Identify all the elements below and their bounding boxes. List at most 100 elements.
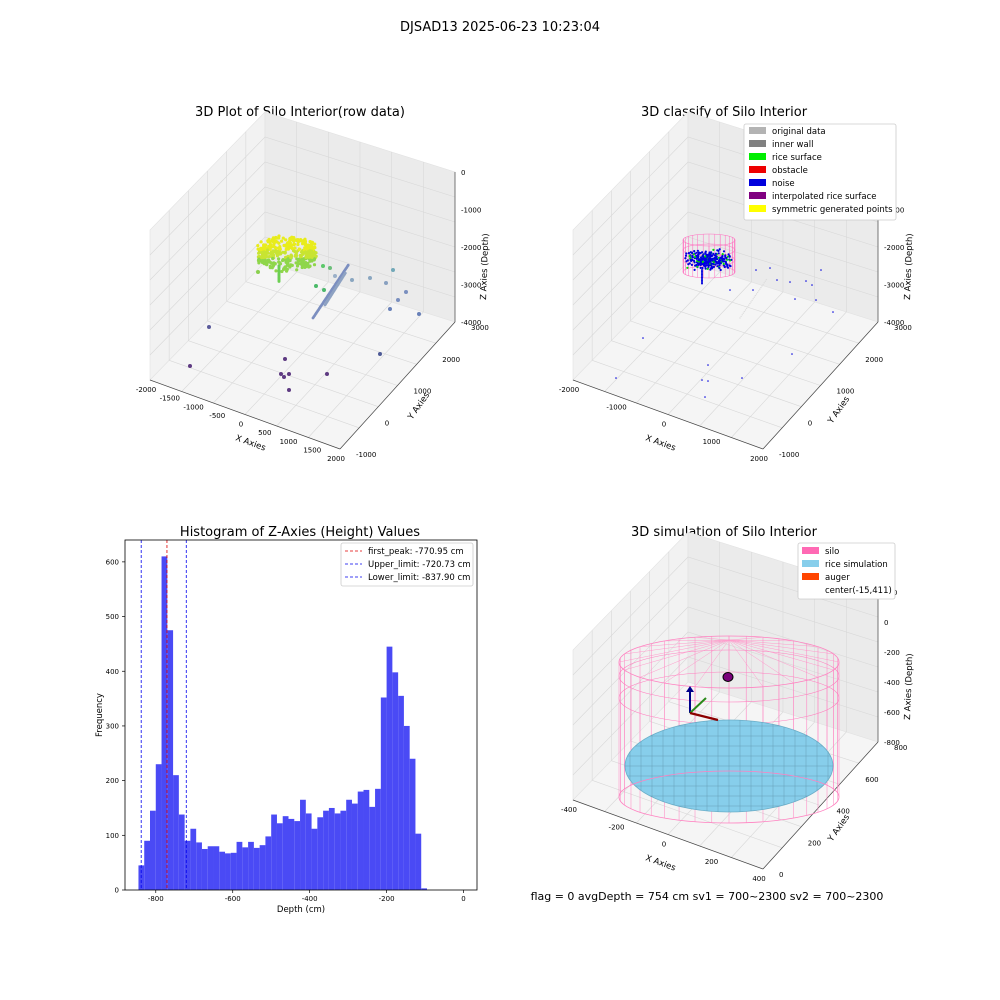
raw-point xyxy=(292,242,297,246)
classify-point xyxy=(743,310,746,313)
classify-point xyxy=(684,257,687,260)
classify-point xyxy=(714,256,718,259)
hist-bar xyxy=(207,846,214,890)
raw-point xyxy=(295,257,299,261)
hist-xtick-label: -600 xyxy=(225,895,241,903)
classify-point xyxy=(701,273,703,276)
classify-point xyxy=(692,259,696,262)
raw-point xyxy=(417,312,421,316)
raw-point xyxy=(277,234,281,238)
hist-ytick-label: 400 xyxy=(106,668,119,676)
hist-bar xyxy=(265,836,272,890)
hist-bar xyxy=(144,840,151,890)
classify-tick-label: 1000 xyxy=(837,388,855,396)
classify-point xyxy=(699,266,702,269)
sim-silo-roof-line xyxy=(728,639,794,642)
classify-point xyxy=(691,252,694,255)
classify-legend-swatch xyxy=(749,205,766,212)
raw-tick-label: -4000 xyxy=(461,319,481,327)
classify-legend-swatch xyxy=(749,192,766,199)
hist-bar xyxy=(415,833,422,890)
classify-point xyxy=(729,289,731,291)
hist-bar xyxy=(155,764,162,890)
figure-suptitle: DJSAD13 2025-06-23 10:23:04 xyxy=(400,20,600,35)
classify-point xyxy=(811,284,813,286)
raw-point xyxy=(289,237,293,241)
panel-classify-3d: 3D classify of Silo Interior -2000 -1000 0… xyxy=(559,105,915,463)
classify-point xyxy=(615,377,617,379)
raw-point xyxy=(267,255,271,259)
raw-point xyxy=(289,244,294,248)
classify-point xyxy=(712,261,715,264)
classify-point xyxy=(701,275,703,277)
sim-grid-line xyxy=(572,581,879,701)
hist-bar xyxy=(421,888,427,890)
classify-point xyxy=(713,257,716,260)
raw-point xyxy=(278,245,282,249)
classify-legend-label: rice surface xyxy=(772,153,822,163)
hist-bar xyxy=(248,841,254,890)
classify-tick-label: -2000 xyxy=(884,244,904,252)
classify-point xyxy=(701,254,704,258)
classify-point xyxy=(726,265,729,268)
raw-point xyxy=(404,290,408,294)
classify-legend-swatch xyxy=(749,179,766,186)
classify-point xyxy=(716,262,719,265)
sim-tick-label: 400 xyxy=(752,875,765,883)
raw-point-cloud xyxy=(188,234,421,392)
classify-point xyxy=(701,260,705,263)
classify-point xyxy=(702,253,705,256)
hist-xtick-label: -400 xyxy=(302,895,318,903)
hist-bar xyxy=(167,630,174,890)
classify-wall-mesh xyxy=(682,233,736,247)
classify-point xyxy=(705,258,708,261)
classify-tick-label: 2000 xyxy=(750,455,768,463)
raw-point xyxy=(262,246,266,250)
raw-point xyxy=(285,269,289,273)
sim-tick-label: 200 xyxy=(808,839,821,847)
classify-point xyxy=(776,279,778,281)
hist-bar xyxy=(213,846,220,890)
hist-bar xyxy=(288,818,295,890)
raw-tick-label: -1000 xyxy=(356,451,376,459)
classify-point xyxy=(712,265,716,268)
raw-point xyxy=(312,258,316,262)
classify-point xyxy=(721,253,724,256)
raw-point xyxy=(283,357,287,361)
classify-xlabel: X Axies xyxy=(644,433,677,453)
classify-point xyxy=(704,396,706,398)
classify-point xyxy=(747,306,749,308)
raw-point xyxy=(293,249,297,254)
hist-bar xyxy=(305,813,312,890)
raw-point xyxy=(298,253,302,258)
sim-title: 3D simulation of Silo Interior xyxy=(631,525,818,540)
classify-legend: original data inner wall rice surface obsta… xyxy=(743,123,897,221)
raw-point xyxy=(282,375,286,379)
hist-bar xyxy=(369,806,376,890)
sim-legend-swatch xyxy=(802,573,819,580)
raw-point xyxy=(388,307,392,311)
classify-point xyxy=(690,263,694,266)
hist-frame xyxy=(124,539,478,891)
sim-legend-label: auger xyxy=(825,573,850,583)
raw-point xyxy=(268,240,272,244)
classify-point xyxy=(701,270,703,273)
classify-point xyxy=(752,298,754,300)
classify-point xyxy=(762,283,764,286)
raw-point xyxy=(307,251,311,256)
hist-bar xyxy=(201,848,208,890)
raw-point xyxy=(258,258,262,262)
hist-bar xyxy=(300,799,306,890)
classify-point xyxy=(791,353,793,355)
hist-bar xyxy=(294,821,301,890)
classify-point-cloud xyxy=(615,233,834,398)
sim-zlabel: Z Axies (Depth) xyxy=(903,653,915,720)
classify-point xyxy=(697,263,701,266)
classify-tick-label: -1000 xyxy=(606,403,626,411)
raw-point xyxy=(282,267,286,271)
raw-point xyxy=(280,269,284,274)
classify-point xyxy=(724,261,728,264)
hist-bar xyxy=(253,847,260,890)
hist-bars xyxy=(138,556,427,890)
raw-grid-line xyxy=(149,136,456,256)
